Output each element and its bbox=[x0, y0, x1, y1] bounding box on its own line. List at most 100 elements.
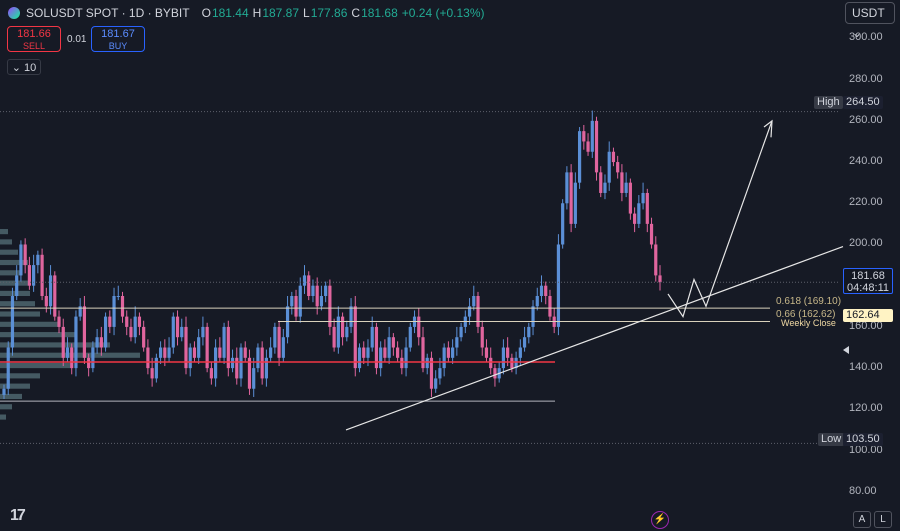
volume-profile-bar bbox=[0, 383, 30, 389]
candle-body bbox=[484, 347, 489, 358]
sell-button[interactable]: 181.66 SELL bbox=[7, 26, 61, 52]
candle-body bbox=[10, 296, 15, 348]
candle-body bbox=[455, 337, 459, 348]
candle-body bbox=[142, 326, 146, 348]
candle-body bbox=[112, 296, 116, 327]
legend-header: SOLUSDT SPOT · 1D · BYBIT O 181.44 H 187.8… bbox=[0, 4, 485, 22]
high-label: High bbox=[814, 96, 843, 109]
candle-body bbox=[590, 120, 594, 152]
close-value: 181.68 bbox=[361, 6, 398, 20]
volume-profile-bar bbox=[0, 249, 18, 255]
candle-body bbox=[569, 172, 573, 224]
candle-body bbox=[188, 347, 192, 369]
close-key: C bbox=[351, 6, 361, 20]
candle-body bbox=[277, 326, 281, 358]
arrow-left-icon[interactable] bbox=[843, 346, 849, 354]
candle-body bbox=[252, 368, 256, 389]
y-tick-label: 300.00 bbox=[849, 31, 883, 44]
candle-body bbox=[442, 347, 446, 369]
candle-body bbox=[167, 347, 171, 358]
candle-body bbox=[421, 337, 425, 369]
candle-body bbox=[103, 316, 108, 348]
candle-body bbox=[78, 306, 82, 317]
candle-body bbox=[158, 347, 163, 358]
candle-body bbox=[429, 357, 434, 389]
candle-body bbox=[184, 326, 188, 369]
high-value: 187.87 bbox=[262, 6, 300, 20]
indicators-toggle[interactable]: ⌄ 10 bbox=[7, 59, 41, 75]
candle-body bbox=[374, 326, 379, 369]
candle-body bbox=[556, 244, 561, 327]
candle-body bbox=[239, 347, 243, 379]
candle-body bbox=[616, 162, 620, 173]
open-value: 181.44 bbox=[211, 6, 249, 20]
candle-body bbox=[298, 285, 302, 317]
volume-profile-bar bbox=[0, 301, 35, 307]
candle-body bbox=[235, 357, 239, 379]
candle-body bbox=[451, 347, 455, 358]
current-price-tag: 181.68 04:48:11 bbox=[843, 268, 893, 294]
change-value: +0.24 (+0.13%) bbox=[401, 6, 485, 20]
candle-body bbox=[61, 326, 65, 358]
candle-body bbox=[171, 316, 175, 348]
candle-body bbox=[493, 368, 497, 379]
candle-body bbox=[582, 131, 586, 142]
candle-body bbox=[649, 223, 654, 245]
auto-scale-button[interactable]: A bbox=[853, 511, 871, 528]
candle-body bbox=[99, 337, 103, 348]
candle-body bbox=[192, 347, 197, 358]
candle-body bbox=[281, 337, 285, 358]
candle-body bbox=[353, 306, 357, 369]
candle-body bbox=[197, 337, 201, 358]
candle-body bbox=[65, 347, 70, 358]
candle-body bbox=[133, 316, 137, 338]
candle-body bbox=[480, 326, 484, 348]
candle-body bbox=[506, 347, 510, 358]
candle-body bbox=[226, 326, 230, 369]
candle-body bbox=[438, 368, 442, 379]
candle-body bbox=[36, 254, 40, 266]
volume-profile-bar bbox=[0, 311, 40, 317]
candle-body bbox=[319, 296, 324, 307]
sell-price: 181.66 bbox=[17, 28, 51, 40]
chevron-down-icon: ⌄ bbox=[11, 62, 21, 74]
volume-profile-bar bbox=[0, 229, 8, 235]
candle-body bbox=[637, 203, 641, 224]
bar-countdown: 04:48:11 bbox=[846, 282, 889, 294]
candle-body bbox=[548, 296, 552, 317]
y-tick-label: 280.00 bbox=[849, 72, 883, 85]
symbol-title[interactable]: SOLUSDT SPOT · 1D · BYBIT bbox=[26, 6, 190, 20]
weekly-close-label: Weekly Close bbox=[781, 318, 836, 328]
candle-body bbox=[607, 151, 611, 183]
candle-body bbox=[214, 347, 218, 379]
candle-body bbox=[230, 357, 235, 369]
candle-body bbox=[315, 285, 319, 307]
currency-button[interactable]: USDT ⌄ bbox=[845, 2, 895, 40]
sell-label: SELL bbox=[22, 41, 46, 51]
candle-body bbox=[336, 316, 340, 348]
candle-body bbox=[366, 347, 370, 358]
tradingview-logo[interactable]: 17 bbox=[10, 507, 26, 524]
candle-body bbox=[23, 244, 27, 266]
volume-profile-bar bbox=[0, 332, 75, 338]
candle-body bbox=[628, 182, 632, 214]
volume-profile-bar bbox=[0, 239, 12, 245]
candle-body bbox=[357, 347, 362, 369]
candle-body bbox=[256, 347, 260, 369]
candle-body bbox=[476, 296, 480, 327]
candle-body bbox=[603, 182, 607, 193]
candle-body bbox=[247, 357, 252, 389]
candle-body bbox=[137, 316, 142, 327]
candle-body bbox=[417, 316, 421, 338]
candle-body bbox=[611, 151, 616, 163]
candle-body bbox=[489, 357, 493, 369]
candle-body bbox=[586, 141, 590, 152]
log-scale-button[interactable]: L bbox=[874, 511, 892, 528]
y-tick-label: 120.00 bbox=[849, 402, 883, 415]
lightning-icon[interactable]: ⚡ bbox=[651, 511, 669, 529]
buy-button[interactable]: 181.67 BUY bbox=[91, 26, 145, 52]
candle-body bbox=[209, 368, 213, 379]
y-tick-label: 100.00 bbox=[849, 443, 883, 456]
candle-body bbox=[180, 326, 184, 338]
